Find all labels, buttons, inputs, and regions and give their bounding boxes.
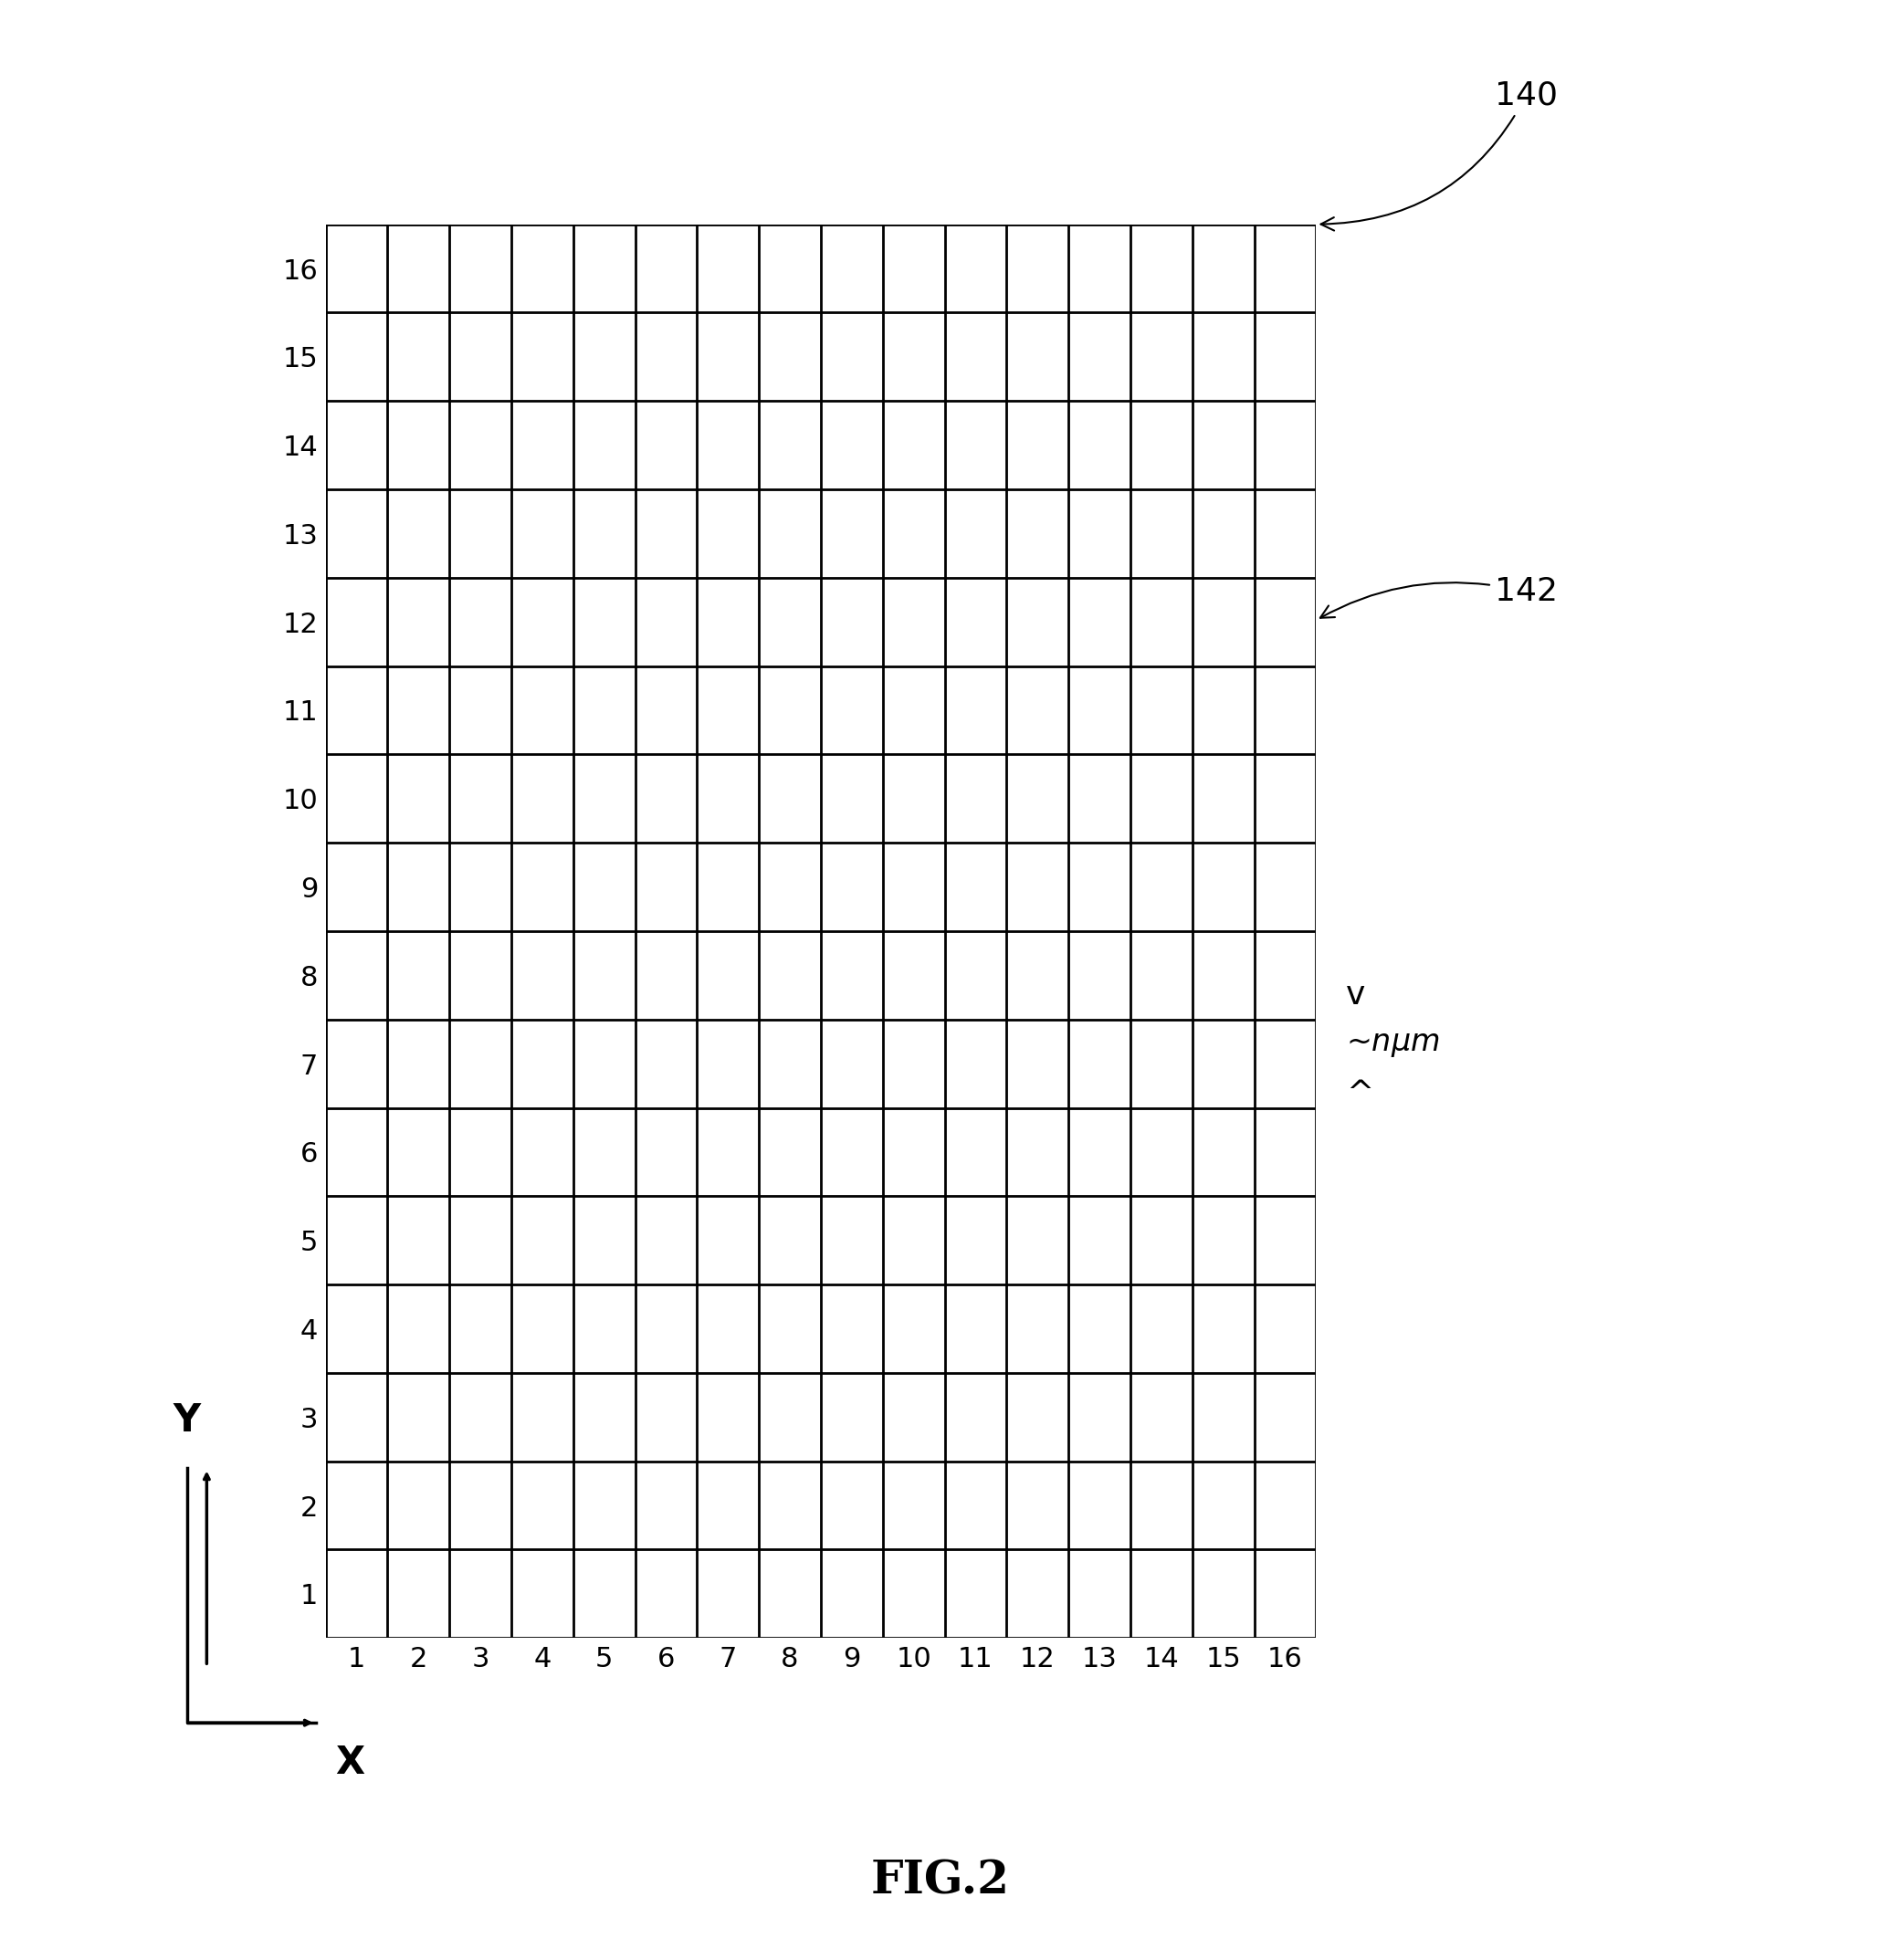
Text: ~n$\mu$m: ~n$\mu$m [1347,1029,1439,1058]
Text: v: v [1347,980,1366,1009]
Text: Y: Y [173,1401,201,1441]
Text: 142: 142 [1320,576,1557,617]
Text: 140: 140 [1320,80,1557,231]
Text: X: X [335,1744,365,1782]
Text: ^: ^ [1347,1078,1373,1109]
Text: FIG.2: FIG.2 [871,1860,1010,1903]
